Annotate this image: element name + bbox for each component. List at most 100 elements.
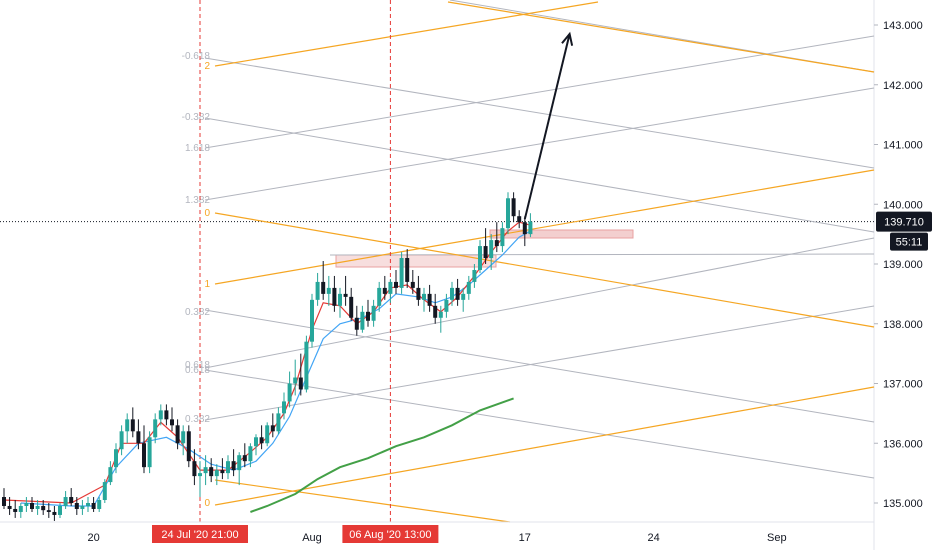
fan-line	[204, 237, 875, 369]
resistance-zone	[335, 254, 497, 268]
candle	[69, 488, 74, 506]
candle	[494, 222, 499, 253]
candle-body	[489, 240, 494, 259]
candle	[198, 461, 202, 498]
candle-body	[304, 341, 309, 390]
candle-body	[214, 470, 219, 477]
candle-body	[46, 510, 51, 512]
candle-body	[315, 281, 320, 300]
candle	[522, 216, 527, 247]
candle-body	[58, 505, 62, 515]
candle-body	[18, 505, 23, 512]
y-tick-label: 143.000	[883, 20, 923, 32]
candle-body	[494, 240, 499, 247]
candlesticks	[2, 192, 533, 521]
pitchfork-line	[214, 386, 875, 506]
candle	[500, 222, 505, 253]
candle-body	[349, 296, 354, 318]
candle	[63, 491, 68, 509]
candle	[147, 431, 152, 474]
candle	[304, 335, 309, 393]
current-price-label: 139.710	[884, 217, 924, 229]
candle	[265, 422, 270, 447]
ema-slow-line	[20, 230, 531, 507]
y-tick-label: 137.000	[883, 379, 923, 391]
candle	[86, 497, 90, 512]
x-tick-label: 17	[519, 532, 531, 544]
candle	[209, 458, 214, 483]
candle-body	[388, 281, 393, 294]
candle-body	[310, 299, 314, 342]
candle-body	[209, 467, 214, 477]
x-tick-label: 24	[647, 532, 659, 544]
candle	[455, 278, 460, 306]
candle	[192, 449, 197, 486]
candle	[433, 293, 438, 324]
candle	[74, 497, 79, 515]
candle-body	[192, 461, 197, 477]
pitchfork-line	[214, 1, 599, 67]
candle	[326, 275, 331, 306]
candle	[30, 497, 34, 512]
candle	[422, 287, 426, 312]
pitchfork-line	[447, 1, 875, 73]
candle	[427, 284, 432, 312]
candle	[270, 413, 275, 438]
candle	[7, 497, 12, 515]
candle	[158, 404, 163, 426]
candle	[91, 497, 96, 512]
candle	[58, 503, 62, 518]
y-tick-label: 136.000	[883, 438, 923, 450]
candle-body	[86, 503, 90, 506]
candle-body	[237, 455, 242, 471]
candle	[506, 192, 510, 235]
candle-body	[35, 505, 40, 509]
candle	[80, 500, 85, 515]
candle	[114, 443, 118, 474]
candle	[119, 425, 124, 456]
x-tick-label: Aug	[302, 532, 322, 544]
candle-body	[332, 287, 337, 306]
candle	[18, 503, 23, 518]
candle	[360, 305, 365, 333]
candle-body	[287, 383, 292, 402]
candle-body	[41, 505, 46, 511]
candle-body	[399, 258, 404, 288]
candle-body	[472, 269, 477, 282]
candle	[354, 305, 359, 336]
candle	[35, 500, 40, 515]
candle-body	[265, 425, 270, 444]
candle	[410, 269, 415, 294]
candle-body	[371, 305, 376, 321]
fib-label: 2	[204, 61, 210, 72]
candle	[2, 488, 6, 509]
fib-label: -0.618	[182, 51, 211, 62]
candle-body	[30, 503, 34, 509]
candle-body	[2, 497, 6, 506]
date-marker-tag	[342, 525, 439, 543]
candle-body	[416, 287, 421, 300]
y-tick-label: 138.000	[883, 319, 923, 331]
candle-body	[74, 503, 79, 509]
candle-body	[483, 246, 488, 259]
candle	[276, 407, 281, 435]
candle-body	[114, 449, 118, 468]
candle-body	[405, 258, 410, 282]
candle-body	[321, 281, 326, 294]
candle	[97, 497, 102, 512]
candle	[489, 234, 494, 270]
candle-body	[360, 311, 365, 330]
fib-label: 1	[204, 279, 210, 290]
candle	[438, 305, 443, 333]
x-tick-label: Sep	[767, 532, 787, 544]
candle-body	[119, 431, 124, 450]
candle-body	[461, 293, 466, 300]
candle	[377, 281, 382, 312]
fan-line	[204, 369, 875, 479]
candle	[142, 425, 146, 474]
candle-body	[422, 293, 426, 300]
candle-body	[142, 443, 146, 468]
candle-body	[506, 198, 510, 229]
